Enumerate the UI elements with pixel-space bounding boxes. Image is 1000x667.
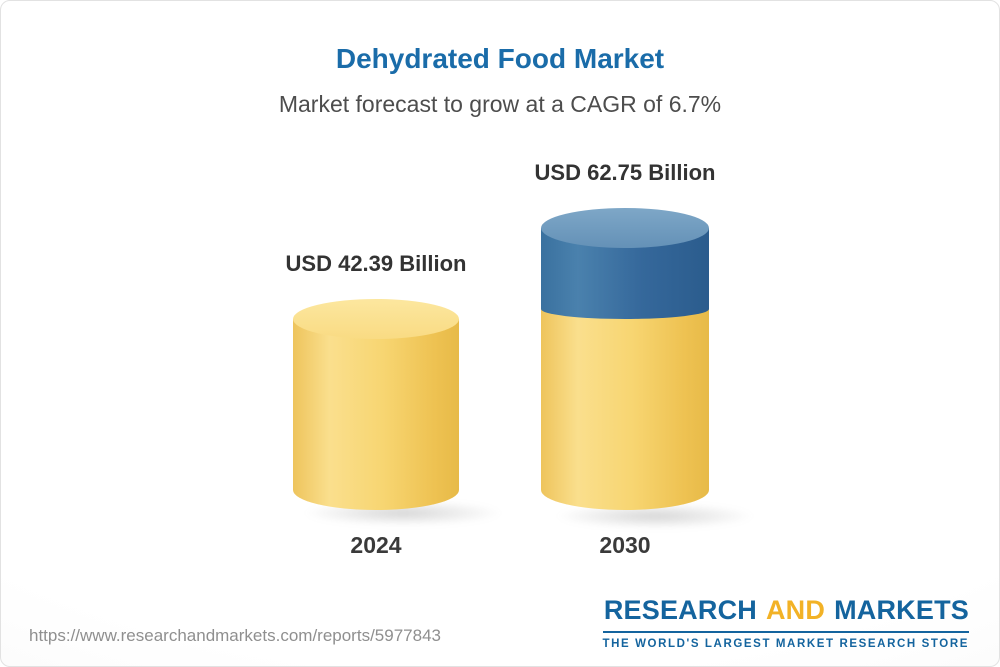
cylinder-2030-bottom-segment (541, 309, 709, 510)
cylinder-2030 (541, 208, 709, 510)
cylinder-2024-body (293, 319, 459, 510)
chart-subtitle: Market forecast to grow at a CAGR of 6.7… (278, 91, 722, 117)
bar-2024-category-label: 2024 (350, 532, 402, 558)
bar-2024-value-label: USD 42.39 Billion (285, 251, 467, 276)
logo-divider (602, 631, 969, 633)
logo-wordmark: RESEARCH AND MARKETS (604, 595, 969, 626)
cylinder-2030-cap (541, 208, 709, 248)
bar-2030-category-label: 2030 (599, 532, 651, 558)
logo-word-markets: MARKETS (834, 595, 969, 625)
bar-2030: USD 62.75 Billion 2030 (523, 160, 727, 559)
cylinder-2024-cap (293, 299, 459, 339)
bar-2030-value-label: USD 62.75 Billion (534, 160, 716, 185)
bar-2024: USD 42.39 Billion 2024 (271, 251, 481, 559)
cylinder-2024 (293, 299, 459, 510)
report-url: https://www.researchandmarkets.com/repor… (29, 626, 441, 645)
logo-word-research: RESEARCH (603, 595, 757, 625)
logo-word-and: AND (765, 595, 826, 625)
chart-title: Dehydrated Food Market (335, 43, 665, 74)
logo-tagline: THE WORLD'S LARGEST MARKET RESEARCH STOR… (602, 638, 969, 650)
research-and-markets-logo: RESEARCH AND MARKETS THE WORLD'S LARGEST… (602, 595, 969, 650)
